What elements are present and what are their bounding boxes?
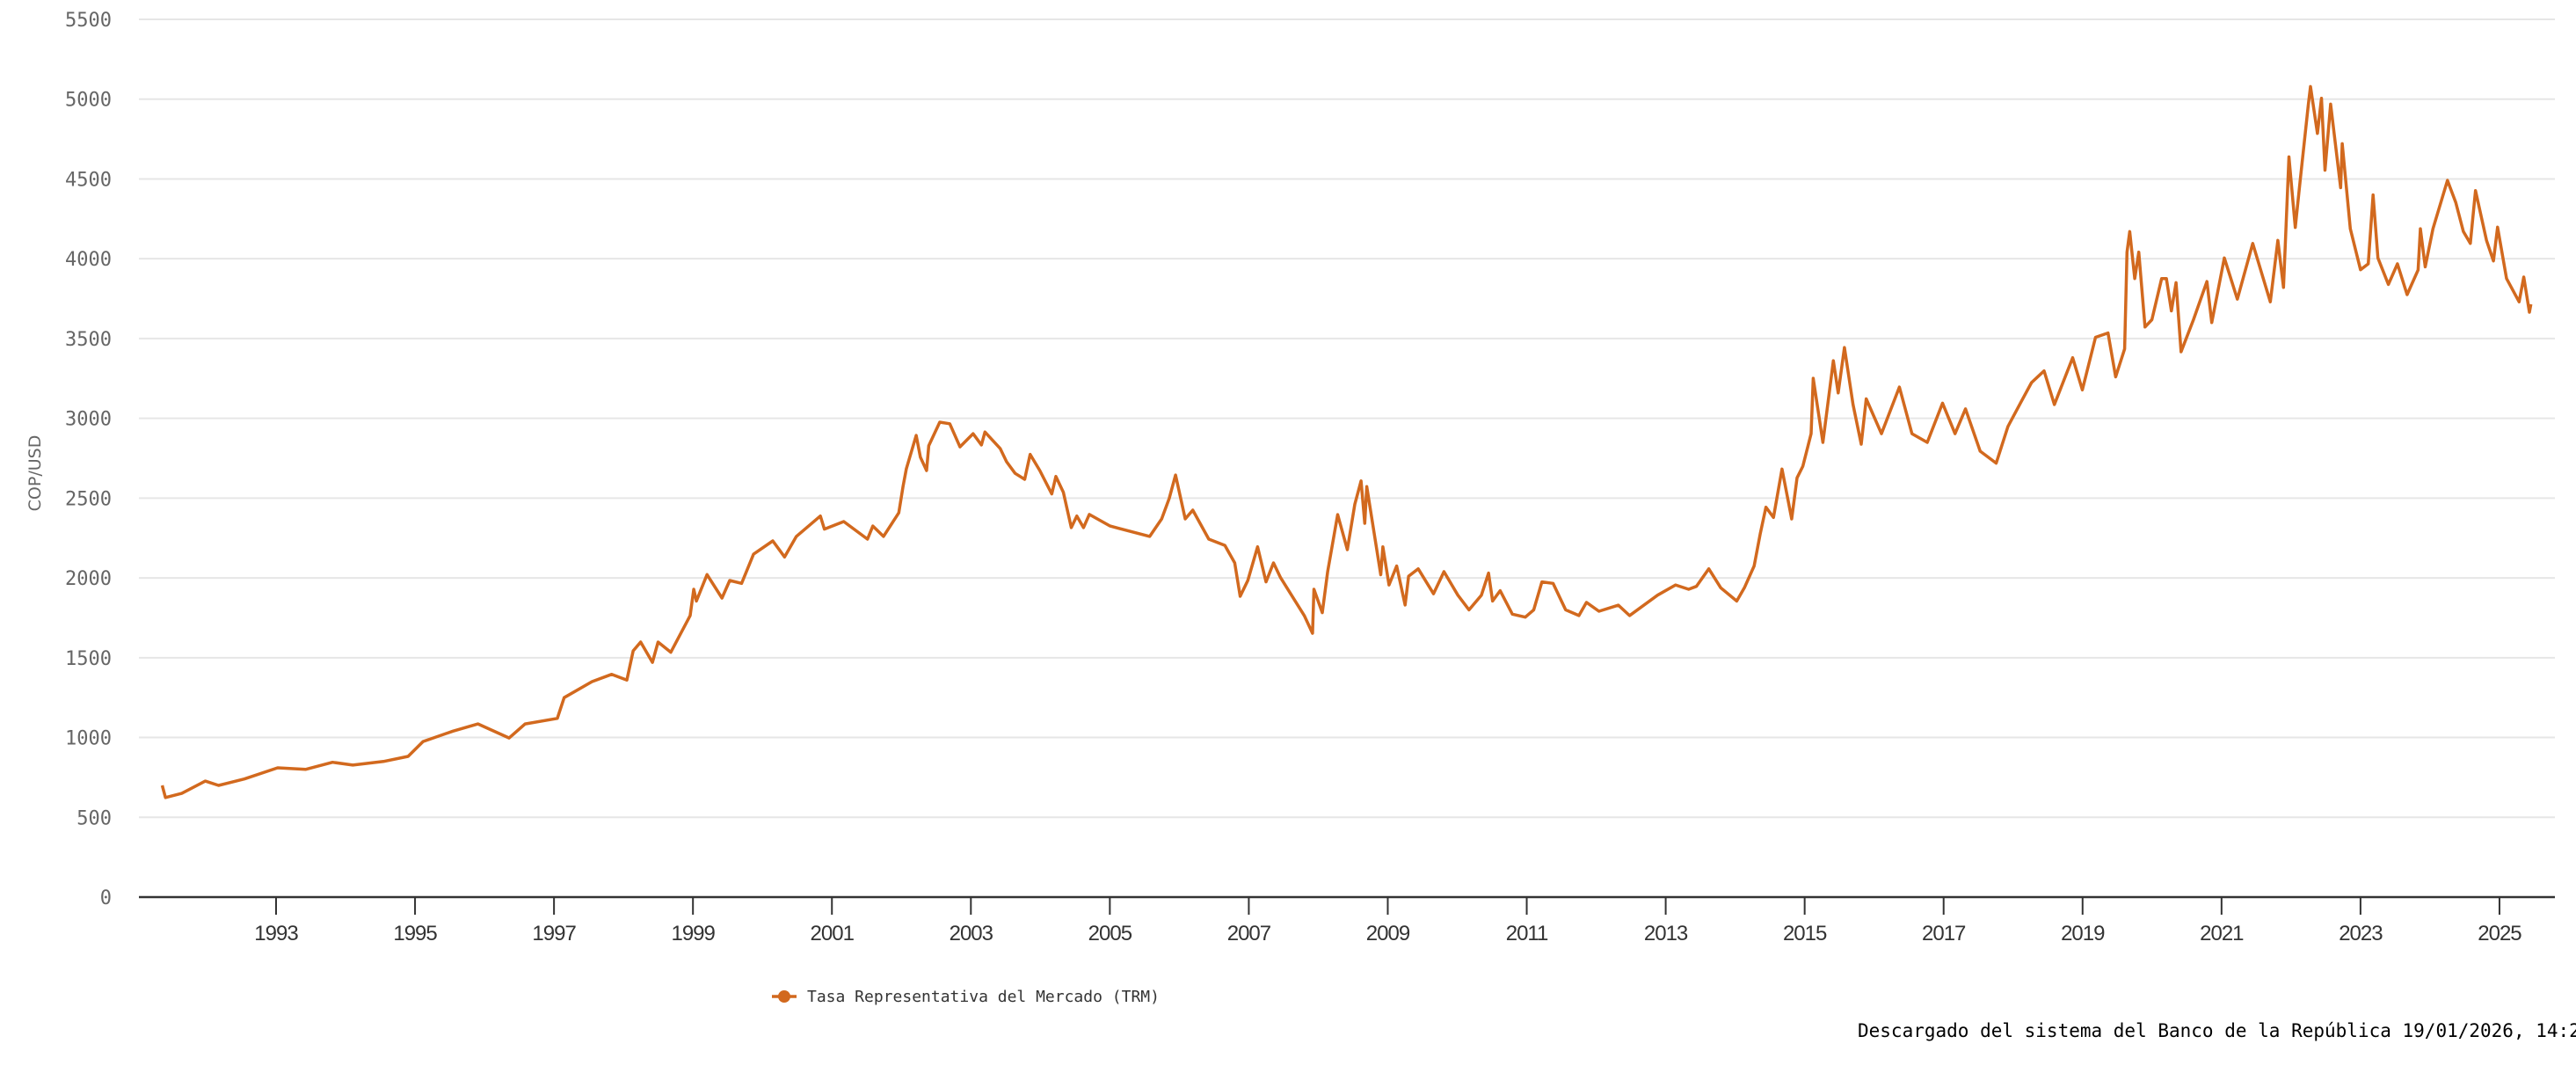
x-tick-label: 2011	[1506, 922, 1548, 945]
y-tick-label: 1500	[65, 648, 112, 670]
line-circle-marker-icon	[772, 990, 797, 1003]
x-axis-ticks: 1993 1995 1997 1999 2001 2003 2005 2007 2009 2011…	[254, 897, 2522, 945]
y-axis-title: COP/USD	[25, 435, 45, 512]
series-line-trm	[160, 84, 2533, 799]
x-tick-label: 2009	[1366, 922, 1410, 945]
y-tick-label: 0	[100, 887, 112, 909]
x-tick-label: 1997	[532, 922, 576, 945]
x-tick-label: 1993	[254, 922, 298, 945]
x-tick-label: 2023	[2339, 922, 2383, 945]
y-tick-label: 500	[76, 807, 112, 829]
x-tick-label: 1995	[393, 922, 437, 945]
x-tick-label: 2025	[2478, 922, 2521, 945]
y-tick-label: 1000	[65, 728, 112, 750]
legend[interactable]: Tasa Representativa del Mercado (TRM)	[772, 988, 1160, 1006]
x-tick-label: 2021	[2200, 922, 2244, 945]
download-footer-text: Descargado del sistema del Banco de la R…	[1858, 1020, 2576, 1041]
y-tick-label: 3500	[65, 329, 112, 351]
y-axis-tick-labels: 0 500 1000 1500 2000 2500 3000 3500 4000 4500 5000…	[65, 10, 112, 909]
y-tick-label: 2000	[65, 568, 112, 590]
y-tick-label: 5500	[65, 10, 112, 32]
x-tick-label: 2001	[811, 922, 855, 945]
gridlines	[139, 18, 2555, 819]
y-tick-label: 4500	[65, 169, 112, 191]
y-tick-label: 3000	[65, 409, 112, 431]
x-tick-label: 2015	[1783, 922, 1827, 945]
x-tick-label: 2019	[2061, 922, 2105, 945]
x-tick-label: 2005	[1088, 922, 1132, 945]
x-tick-label: 2003	[950, 922, 993, 945]
y-tick-label: 5000	[65, 90, 112, 112]
x-tick-label: 2007	[1227, 922, 1271, 945]
x-tick-label: 2017	[1922, 922, 1966, 945]
y-tick-label: 4000	[65, 249, 112, 271]
legend-label: Tasa Representativa del Mercado (TRM)	[807, 988, 1160, 1006]
y-tick-label: 2500	[65, 488, 112, 510]
x-tick-label: 1999	[671, 922, 715, 945]
x-tick-label: 2013	[1644, 922, 1688, 945]
